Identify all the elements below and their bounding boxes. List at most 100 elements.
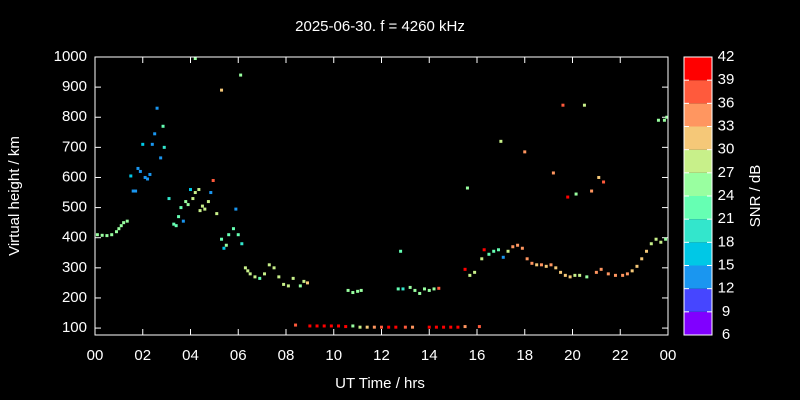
data-point xyxy=(209,191,213,195)
data-point xyxy=(239,73,243,77)
y-tick-label: 1000 xyxy=(54,48,87,65)
data-point xyxy=(535,263,539,267)
data-point xyxy=(635,264,639,268)
data-point xyxy=(463,325,467,329)
data-point xyxy=(308,324,312,328)
colorbar-band xyxy=(684,242,712,266)
colorbar-tick-label: 18 xyxy=(718,233,735,250)
data-point xyxy=(511,245,515,249)
data-point xyxy=(179,206,183,210)
data-point xyxy=(396,287,400,291)
data-point xyxy=(516,243,520,247)
data-point xyxy=(246,269,250,273)
data-point xyxy=(403,325,407,329)
data-point xyxy=(351,291,355,295)
data-point xyxy=(167,197,171,201)
data-point xyxy=(136,166,140,170)
data-point xyxy=(220,88,224,92)
x-tick-label: 22 xyxy=(612,347,629,364)
data-point xyxy=(413,288,417,292)
data-point xyxy=(480,257,484,261)
data-point xyxy=(561,103,565,107)
data-point xyxy=(302,279,306,283)
y-axis-label: Virtual height / km xyxy=(6,136,23,256)
colorbar-band xyxy=(684,126,712,150)
x-tick-label: 10 xyxy=(325,347,342,364)
data-point xyxy=(243,266,247,270)
x-tick-label: 02 xyxy=(134,347,151,364)
data-point xyxy=(482,248,486,252)
data-point xyxy=(211,178,215,182)
data-point xyxy=(177,215,181,219)
y-tick-label: 200 xyxy=(62,289,87,306)
data-point xyxy=(585,275,589,279)
data-point xyxy=(282,282,286,286)
data-point xyxy=(356,289,360,293)
data-point xyxy=(427,288,431,292)
data-point xyxy=(193,57,197,61)
data-point xyxy=(351,324,355,328)
data-point xyxy=(203,207,207,211)
data-point xyxy=(590,189,594,193)
data-point xyxy=(401,287,405,291)
data-point xyxy=(141,142,145,146)
y-tick-label: 700 xyxy=(62,138,87,155)
data-point xyxy=(525,257,529,261)
colorbar-tick-label: 27 xyxy=(718,164,735,181)
data-point xyxy=(597,175,601,179)
colorbar-tick-label: 42 xyxy=(718,48,735,65)
data-point xyxy=(594,270,598,274)
data-point xyxy=(119,224,123,228)
data-point xyxy=(346,288,350,292)
colorbar-tick-label: 9 xyxy=(722,303,730,320)
y-tick-label: 900 xyxy=(62,78,87,95)
data-point xyxy=(191,197,195,201)
data-point xyxy=(649,242,653,246)
data-point xyxy=(337,324,341,328)
data-point xyxy=(193,191,197,195)
data-point xyxy=(200,204,204,208)
data-point xyxy=(427,325,431,329)
y-tick-label: 600 xyxy=(62,168,87,185)
x-tick-label: 14 xyxy=(421,347,438,364)
data-point xyxy=(551,171,555,175)
data-point xyxy=(630,269,634,273)
colorbar-tick-label: 30 xyxy=(718,141,735,158)
data-point xyxy=(267,263,271,267)
colorbar-band xyxy=(684,265,712,289)
data-point xyxy=(294,323,298,327)
data-point xyxy=(129,174,133,178)
data-point xyxy=(437,286,441,290)
colorbar-tick-label: 39 xyxy=(718,71,735,88)
data-point xyxy=(153,132,157,136)
data-point xyxy=(411,325,415,329)
x-tick-label: 16 xyxy=(469,347,486,364)
x-tick-label: 20 xyxy=(564,347,581,364)
data-point xyxy=(117,227,121,231)
data-point xyxy=(387,325,391,329)
data-point xyxy=(434,325,438,329)
colorbar-tick-label: 33 xyxy=(718,117,735,134)
y-tick-label: 100 xyxy=(62,319,87,336)
data-point xyxy=(322,324,326,328)
data-point xyxy=(150,142,154,146)
data-point xyxy=(544,264,548,268)
x-tick-label: 18 xyxy=(516,347,533,364)
data-point xyxy=(582,103,586,107)
colorbar-band xyxy=(684,103,712,127)
data-point xyxy=(329,324,333,328)
data-point xyxy=(613,273,617,277)
data-point xyxy=(215,212,219,216)
data-point xyxy=(305,281,309,285)
colorbar-tick-label: 36 xyxy=(718,94,735,111)
colorbar-band xyxy=(684,57,712,81)
colorbar-tick-label: 6 xyxy=(722,326,730,343)
data-point xyxy=(645,249,649,253)
data-point xyxy=(359,288,363,292)
data-point xyxy=(100,233,104,237)
data-point xyxy=(442,325,446,329)
colorbar-band xyxy=(684,196,712,220)
colorbar-band xyxy=(684,311,712,335)
